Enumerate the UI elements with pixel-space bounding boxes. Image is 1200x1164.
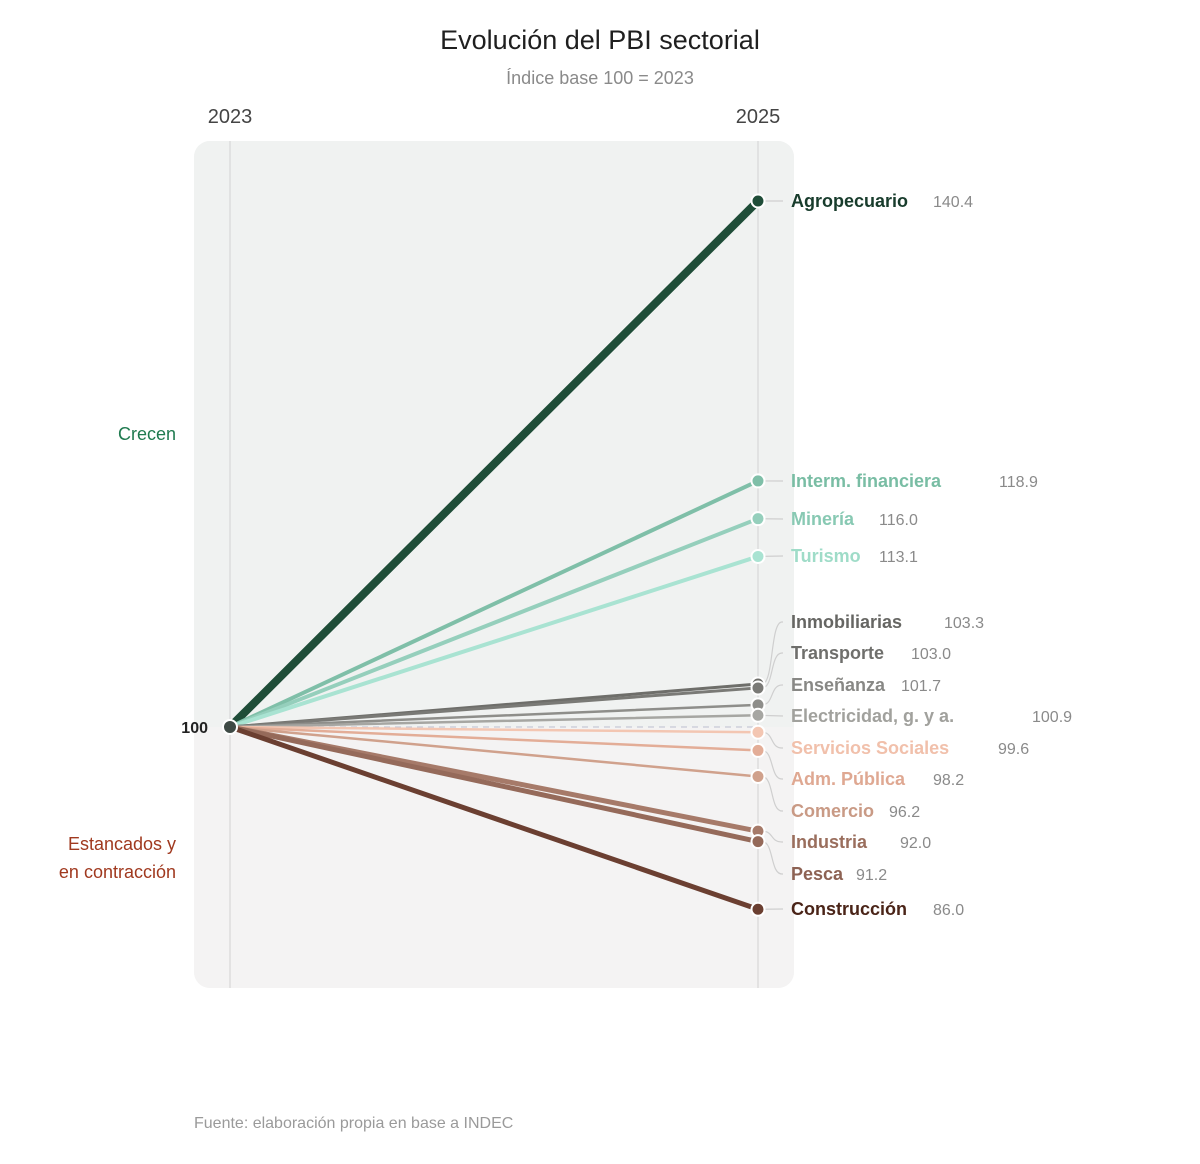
sector-label-mineria: Minería [791, 509, 855, 529]
sector-label-turismo: Turismo [791, 546, 861, 566]
series-line-adm-publica [228, 725, 760, 752]
sector-label-transporte: Transporte [791, 643, 884, 663]
value-label-agropecuario: 140.4 [933, 194, 973, 211]
end-point-construccion [750, 901, 766, 917]
series-line-interm-financiera [228, 478, 760, 729]
value-label-servicios-sociales: 99.6 [998, 741, 1029, 758]
value-label-transporte: 103.0 [911, 646, 951, 663]
value-label-electricidad-g-y-a: 100.9 [1032, 709, 1072, 726]
plot-panel [194, 141, 794, 988]
end-point-servicios-sociales [750, 724, 766, 740]
sector-label-ensenanza: Enseñanza [791, 675, 886, 695]
series-line-turismo [228, 554, 760, 729]
end-points [750, 193, 766, 917]
chart-title: Evolución del PBI sectorial [440, 25, 760, 55]
end-point-turismo [750, 548, 766, 564]
chart-subtitle: Índice base 100 = 2023 [506, 68, 694, 88]
series-line-comercio [228, 725, 760, 778]
value-label-industria: 92.0 [900, 835, 931, 852]
sector-label-inmobiliarias: Inmobiliarias [791, 612, 902, 632]
contraction-area [194, 727, 794, 988]
source-note: Fuente: elaboración propia en base a IND… [194, 1115, 513, 1132]
series-labels: Agropecuario 140.4 Interm. financiera 118.9… [791, 191, 1072, 919]
group-label-growing: Crecen [118, 424, 176, 444]
series-line-ensenanza [228, 703, 760, 729]
end-point-agropecuario [750, 193, 766, 209]
base-value-label: 100 [181, 720, 208, 737]
value-label-ensenanza: 101.7 [901, 678, 941, 695]
value-label-inmobiliarias: 103.3 [944, 615, 984, 632]
sector-label-interm-financiera: Interm. financiera [791, 471, 942, 491]
end-point-electricidad-g-y-a [750, 707, 766, 723]
sector-label-electricidad-g-y-a: Electricidad, g. y a. [791, 706, 954, 726]
end-point-interm-financiera [750, 473, 766, 489]
sector-label-comercio: Comercio [791, 801, 874, 821]
series-line-electricidad-g-y-a [228, 714, 760, 729]
sector-label-pesca: Pesca [791, 864, 844, 884]
connector-inmobiliarias [761, 621, 783, 685]
value-label-construccion: 86.0 [933, 902, 964, 919]
end-point-adm-publica [750, 742, 766, 758]
sector-label-construccion: Construcción [791, 899, 907, 919]
sector-label-adm-publica: Adm. Pública [791, 769, 906, 789]
value-label-interm-financiera: 118.9 [999, 474, 1038, 491]
end-point-transporte [750, 680, 766, 696]
value-label-turismo: 113.1 [879, 549, 918, 566]
series-line-transporte [228, 686, 760, 729]
end-point-comercio [750, 768, 766, 784]
value-label-pesca: 91.2 [856, 867, 887, 884]
value-label-mineria: 116.0 [879, 512, 918, 529]
growth-area [194, 141, 794, 727]
series-line-mineria [228, 516, 760, 729]
series-line-agropecuario [226, 197, 762, 731]
value-label-comercio: 96.2 [889, 804, 920, 821]
group-label-contracting-line1: Estancados y [68, 834, 176, 854]
origin-point [222, 719, 238, 735]
series-line-construccion [227, 724, 761, 912]
year-label-2023: 2023 [208, 106, 253, 128]
end-point-mineria [750, 511, 766, 527]
sector-label-servicios-sociales: Servicios Sociales [791, 738, 949, 758]
sector-label-industria: Industria [791, 832, 868, 852]
series-lines [226, 197, 762, 912]
end-point-pesca [750, 834, 766, 850]
series-line-servicios-sociales [228, 725, 760, 734]
year-label-2025: 2025 [736, 106, 781, 128]
group-label-contracting-line2: en contracción [59, 862, 176, 882]
value-label-adm-publica: 98.2 [933, 772, 964, 789]
sector-label-agropecuario: Agropecuario [791, 191, 908, 211]
series-line-pesca [227, 724, 761, 845]
